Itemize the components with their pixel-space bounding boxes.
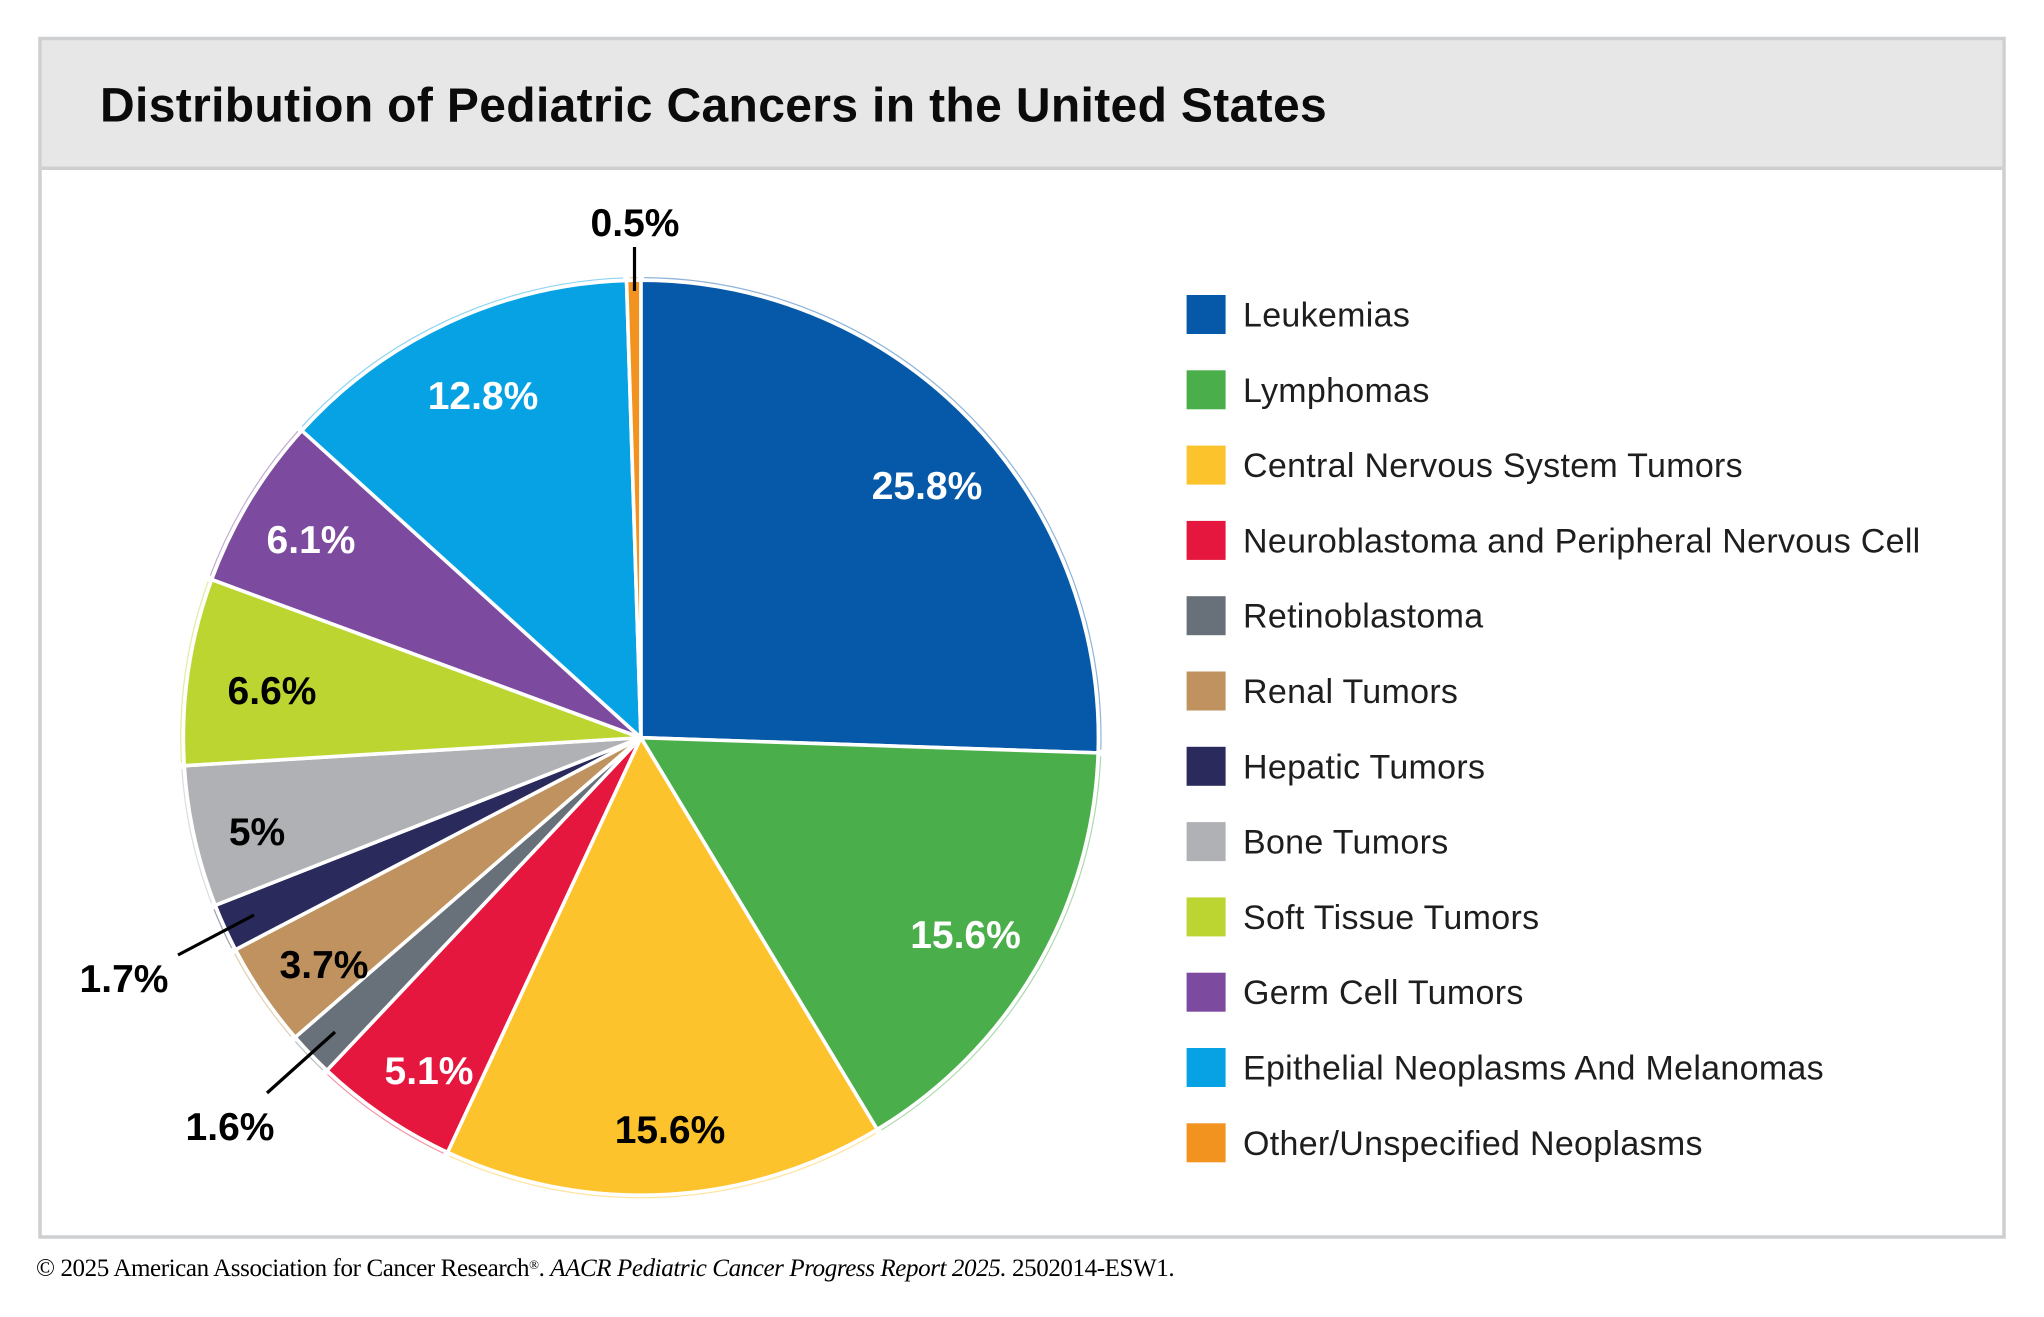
svg-text:Leukemias: Leukemias: [1243, 297, 1410, 335]
svg-text:12.8%: 12.8%: [428, 375, 539, 418]
svg-text:3.7%: 3.7%: [280, 944, 369, 987]
svg-text:Central Nervous System Tumors: Central Nervous System Tumors: [1243, 447, 1743, 485]
svg-text:6.6%: 6.6%: [228, 670, 317, 713]
svg-text:Epithelial Neoplasms And Melan: Epithelial Neoplasms And Melanomas: [1243, 1050, 1824, 1088]
svg-text:Renal Tumors: Renal Tumors: [1243, 673, 1458, 711]
svg-text:25.8%: 25.8%: [872, 465, 983, 508]
svg-text:Other/Unspecified Neoplasms: Other/Unspecified Neoplasms: [1243, 1125, 1703, 1163]
svg-text:Lymphomas: Lymphomas: [1243, 372, 1430, 410]
svg-text:Bone Tumors: Bone Tumors: [1243, 824, 1449, 862]
svg-text:15.6%: 15.6%: [615, 1109, 726, 1152]
svg-text:1.7%: 1.7%: [80, 958, 169, 1001]
svg-text:Hepatic Tumors: Hepatic Tumors: [1243, 748, 1485, 786]
svg-text:Soft Tissue Tumors: Soft Tissue Tumors: [1243, 899, 1539, 937]
svg-text:Distribution of Pediatric Canc: Distribution of Pediatric Cancers in the…: [100, 80, 1327, 133]
svg-text:0.5%: 0.5%: [591, 202, 680, 245]
svg-text:© 2025 American Association fo: © 2025 American Association for Cancer R…: [36, 1255, 1174, 1282]
svg-text:Germ Cell Tumors: Germ Cell Tumors: [1243, 974, 1524, 1012]
svg-text:Retinoblastoma: Retinoblastoma: [1243, 598, 1483, 636]
svg-text:15.6%: 15.6%: [910, 914, 1021, 957]
svg-text:5%: 5%: [229, 811, 285, 854]
svg-text:6.1%: 6.1%: [267, 519, 356, 562]
svg-text:Neuroblastoma and Peripheral N: Neuroblastoma and Peripheral Nervous Cel…: [1243, 522, 1921, 560]
svg-text:5.1%: 5.1%: [385, 1050, 474, 1093]
svg-text:1.6%: 1.6%: [186, 1106, 275, 1149]
